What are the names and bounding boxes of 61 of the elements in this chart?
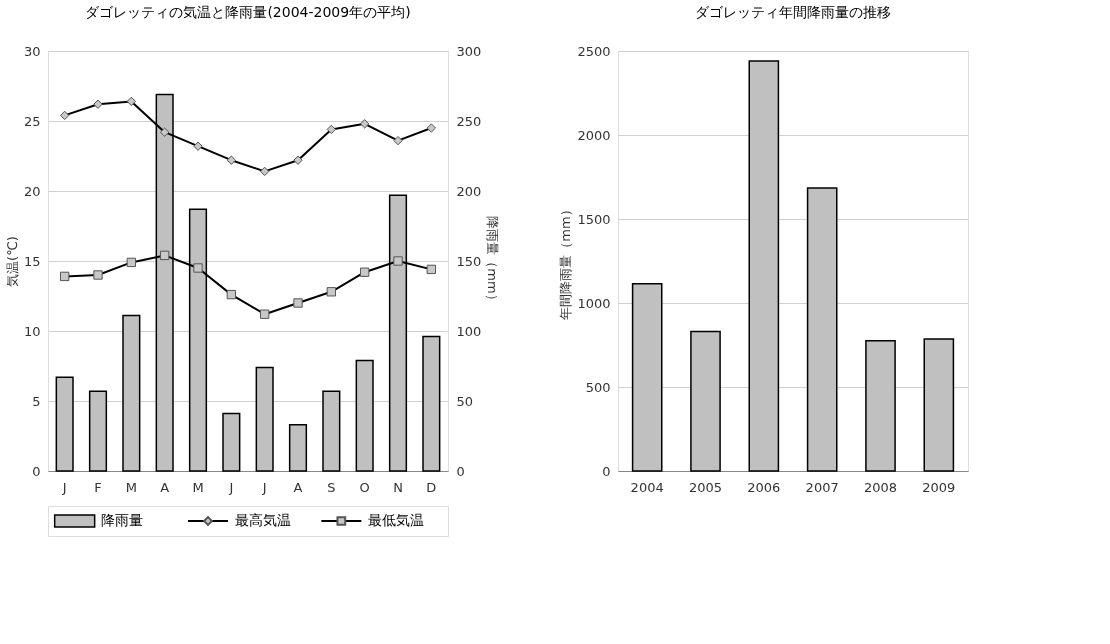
y-tick-label: 0: [32, 463, 41, 479]
bar: [55, 376, 74, 472]
y2-tick-label: 250: [456, 113, 482, 129]
y-tick-label: 15: [23, 253, 41, 269]
x-tick-label: 2007: [805, 479, 839, 495]
x-tick-label: N: [393, 479, 403, 495]
legend-label: 最低気温: [368, 512, 424, 528]
x-tick-label: A: [293, 479, 303, 495]
y2-tick-label: 150: [456, 253, 482, 269]
y-tick-label: 30: [23, 43, 41, 59]
y-tick-label: 1000: [577, 295, 611, 311]
x-tick-label: J: [228, 479, 234, 495]
x-tick-label: 2005: [688, 479, 723, 495]
x-tick-label: O: [359, 479, 370, 495]
y-tick-label: 2000: [577, 127, 611, 143]
y-tick-label: 1500: [577, 211, 611, 227]
bar: [355, 359, 374, 472]
y-tick-label: 20: [23, 183, 41, 199]
y-tick-label: 5: [32, 393, 41, 409]
bar: [923, 338, 955, 472]
chart-title: ダゴレッティの気温と降雨量(2004-2009年の平均): [85, 4, 411, 20]
bar: [288, 424, 308, 472]
y-tick-label: 25: [23, 113, 41, 129]
x-tick-label: 2008: [863, 479, 898, 495]
legend-label: 降雨量: [101, 512, 144, 528]
y-axis-title: 年間降雨量（mm）: [558, 203, 574, 320]
y-tick-label: 2500: [577, 43, 611, 59]
bar: [690, 330, 721, 472]
bar: [322, 390, 341, 472]
legend-label: 最高気温: [234, 512, 291, 528]
x-tick-label: F: [94, 479, 102, 495]
bar: [748, 60, 780, 472]
bar: [222, 412, 241, 472]
bar: [806, 187, 838, 472]
x-tick-label: 2004: [630, 479, 664, 495]
x-tick-label: M: [125, 479, 137, 495]
bar: [88, 390, 108, 472]
bar: [122, 314, 141, 472]
bar: [631, 282, 663, 472]
bar: [422, 335, 441, 472]
y2-tick-label: 0: [456, 463, 465, 479]
y-tick-label: 0: [602, 463, 611, 479]
x-tick-label: 2006: [747, 479, 781, 495]
y-tick-label: 10: [23, 323, 41, 339]
y2-tick-label: 200: [456, 183, 482, 199]
x-tick-label: S: [327, 479, 336, 495]
y-tick-label: 500: [585, 379, 611, 395]
chart-title: ダゴレッティ年間降雨量の推移: [695, 4, 891, 20]
bar: [255, 366, 274, 472]
x-tick-label: D: [426, 479, 437, 495]
x-tick-label: 2009: [922, 479, 956, 495]
y2-tick-label: 300: [456, 43, 482, 59]
y2-axis-title: 降雨量（mm）: [485, 216, 501, 307]
y2-tick-label: 100: [456, 323, 482, 339]
x-tick-label: A: [160, 479, 170, 495]
x-tick-label: J: [61, 479, 67, 495]
x-tick-label: M: [192, 479, 204, 495]
x-tick-label: J: [261, 479, 267, 495]
y2-tick-label: 50: [456, 393, 474, 409]
bar: [865, 340, 896, 472]
y-axis-title: 気温(℃): [4, 236, 20, 287]
